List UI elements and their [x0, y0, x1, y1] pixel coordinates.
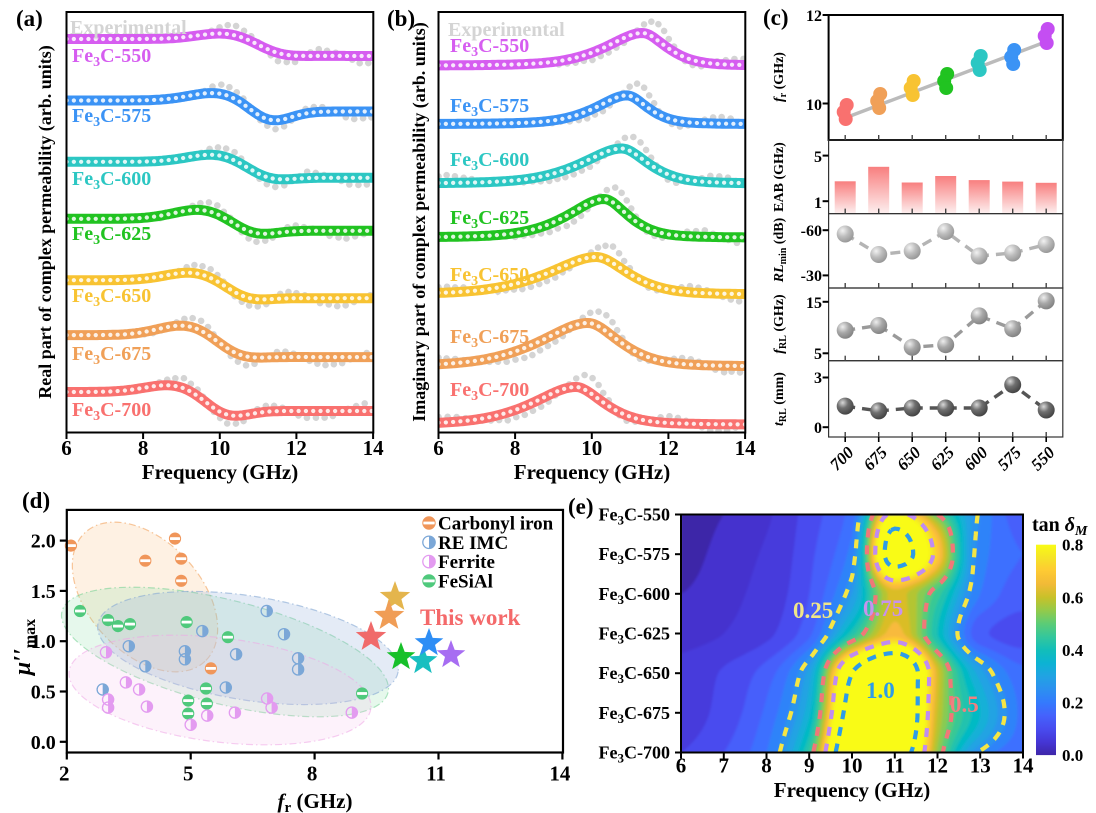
svg-text:Fe3C-650: Fe3C-650	[450, 264, 529, 289]
svg-text:Fe3C-600: Fe3C-600	[450, 149, 529, 174]
svg-text:11: 11	[885, 754, 905, 778]
svg-text:2: 2	[59, 762, 70, 786]
svg-text:12: 12	[658, 436, 679, 460]
svg-text:Fe3C-575: Fe3C-575	[450, 95, 529, 120]
svg-text:10: 10	[806, 97, 822, 114]
svg-text:1.0: 1.0	[31, 631, 56, 653]
svg-text:Experimental: Experimental	[70, 17, 187, 39]
svg-text:Frequency (GHz): Frequency (GHz)	[774, 778, 931, 802]
svg-text:(b): (b)	[387, 6, 415, 31]
svg-text:12: 12	[286, 436, 307, 460]
svg-text:(c): (c)	[763, 5, 789, 30]
svg-text:Fe3C-575: Fe3C-575	[599, 544, 670, 567]
svg-text:Fe3C-600: Fe3C-600	[72, 168, 151, 193]
svg-text:14: 14	[363, 436, 385, 460]
svg-text:0.8: 0.8	[1062, 536, 1083, 555]
svg-text:Fe3C-700: Fe3C-700	[599, 743, 670, 766]
svg-text:0.0: 0.0	[31, 732, 56, 754]
svg-text:13: 13	[970, 754, 991, 778]
svg-text:1.5: 1.5	[31, 581, 56, 603]
svg-text:Fe3C-550: Fe3C-550	[599, 505, 670, 528]
svg-text:1.0: 1.0	[866, 678, 895, 703]
svg-text:Fe3C-675: Fe3C-675	[72, 343, 151, 368]
svg-text:12: 12	[806, 8, 822, 25]
svg-text:2.0: 2.0	[31, 531, 56, 553]
svg-text:8: 8	[510, 436, 521, 460]
svg-text:fr (GHz): fr (GHz)	[772, 52, 789, 102]
svg-text:This work: This work	[420, 605, 521, 630]
svg-text:Real part of complex permeabil: Real part of complex permeability (arb. …	[35, 45, 56, 398]
svg-text:5: 5	[183, 762, 194, 786]
svg-text:10: 10	[581, 436, 602, 460]
svg-text:7: 7	[719, 754, 730, 778]
svg-text:tRL (mm): tRL (mm)	[772, 372, 789, 426]
svg-text:0.5: 0.5	[950, 692, 979, 717]
svg-text:-60: -60	[801, 223, 822, 240]
svg-text:Fe3C-675: Fe3C-675	[450, 326, 529, 351]
svg-text:0.75: 0.75	[863, 596, 903, 621]
svg-text:Fe3C-700: Fe3C-700	[72, 399, 151, 424]
svg-text:10: 10	[209, 436, 230, 460]
svg-text:6: 6	[61, 436, 72, 460]
svg-text:14: 14	[735, 436, 757, 460]
svg-text:Imaginary part of complex perm: Imaginary part of complex permeability (…	[409, 22, 430, 421]
svg-text:3: 3	[814, 370, 822, 387]
svg-text:11: 11	[426, 762, 446, 786]
svg-text:Fe3C-625: Fe3C-625	[450, 207, 529, 232]
svg-text:EAB (GHz): EAB (GHz)	[772, 142, 787, 212]
svg-text:Fe3C-675: Fe3C-675	[599, 703, 670, 726]
svg-text:Fe3C-650: Fe3C-650	[72, 285, 151, 310]
svg-text:Fe3C-650: Fe3C-650	[599, 663, 670, 686]
svg-text:FeSiAl: FeSiAl	[438, 571, 493, 592]
svg-text:0.0: 0.0	[1062, 746, 1083, 765]
svg-text:1: 1	[814, 195, 822, 212]
svg-text:8: 8	[138, 436, 149, 460]
svg-text:8: 8	[761, 754, 772, 778]
svg-text:Experimental: Experimental	[448, 19, 565, 41]
svg-text:8: 8	[307, 762, 318, 786]
svg-text:5: 5	[814, 149, 822, 166]
svg-text:6: 6	[433, 436, 444, 460]
svg-text:fRL (GHz): fRL (GHz)	[772, 294, 789, 354]
svg-text:10: 10	[842, 754, 863, 778]
svg-text:μ′′max: μ′′max	[10, 619, 39, 677]
svg-text:(e): (e)	[568, 494, 594, 519]
svg-text:(a): (a)	[16, 6, 43, 31]
svg-text:0.2: 0.2	[1062, 694, 1083, 713]
svg-text:Carbonyl iron: Carbonyl iron	[438, 514, 554, 535]
svg-text:9: 9	[804, 754, 815, 778]
svg-text:(d): (d)	[22, 488, 50, 513]
svg-text:Fe3C-625: Fe3C-625	[599, 624, 670, 647]
svg-text:-30: -30	[801, 268, 822, 285]
svg-text:RE IMC: RE IMC	[438, 533, 508, 554]
svg-text:15: 15	[806, 295, 822, 312]
svg-text:Frequency (GHz): Frequency (GHz)	[514, 460, 671, 484]
svg-text:fr (GHz): fr (GHz)	[278, 789, 353, 813]
svg-text:Fe3C-625: Fe3C-625	[72, 223, 151, 248]
svg-text:Fe3C-600: Fe3C-600	[599, 584, 670, 607]
svg-text:0: 0	[814, 420, 822, 437]
svg-text:Fe3C-550: Fe3C-550	[450, 35, 529, 60]
svg-text:0.4: 0.4	[1062, 641, 1084, 660]
svg-text:RLmin (dB): RLmin (dB)	[772, 217, 789, 283]
svg-text:Ferrite: Ferrite	[438, 552, 495, 573]
svg-text:Frequency (GHz): Frequency (GHz)	[142, 460, 299, 484]
svg-text:5: 5	[814, 346, 822, 363]
svg-text:0.25: 0.25	[793, 598, 833, 623]
svg-text:12: 12	[927, 754, 948, 778]
svg-text:0.5: 0.5	[31, 682, 56, 704]
svg-text:Fe3C-550: Fe3C-550	[72, 45, 151, 70]
svg-text:Fe3C-575: Fe3C-575	[72, 105, 151, 130]
svg-text:14: 14	[549, 762, 571, 786]
svg-text:Fe3C-700: Fe3C-700	[450, 379, 529, 404]
svg-text:14: 14	[1013, 754, 1035, 778]
svg-text:0.6: 0.6	[1062, 588, 1083, 607]
svg-text:6: 6	[676, 754, 687, 778]
